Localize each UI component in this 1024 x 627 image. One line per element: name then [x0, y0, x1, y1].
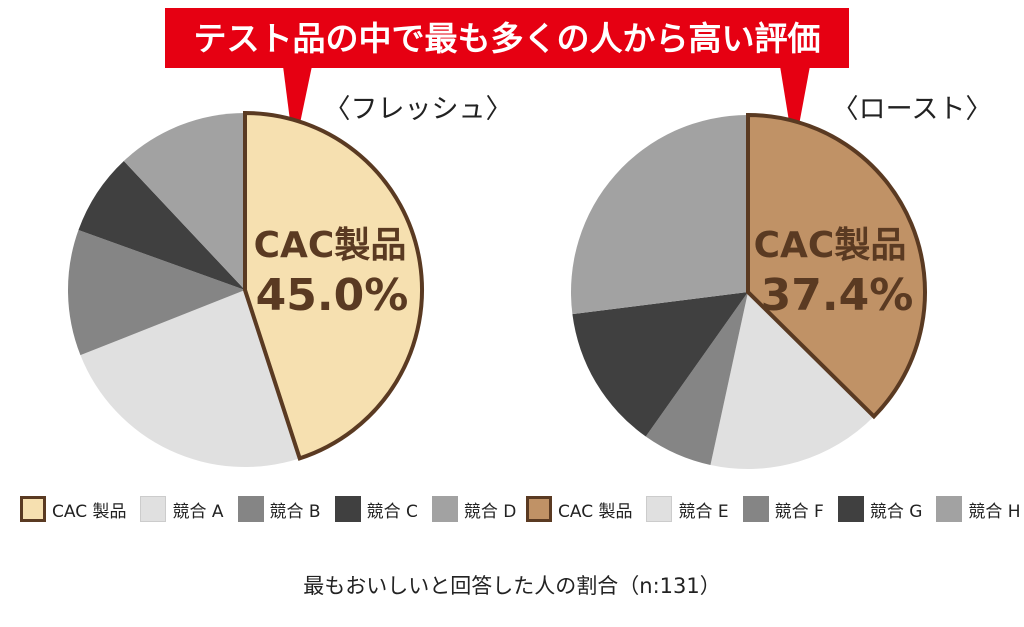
pie-slice-0-3 [78, 160, 246, 290]
pie-roast [571, 112, 927, 470]
legend-item: 競合 F [742, 496, 824, 522]
legend-item: 競合 G [837, 496, 923, 522]
fresh-highlight-label: CAC製品 [254, 225, 407, 266]
legend-swatch [526, 496, 552, 522]
legend-item: CAC 製品 [20, 496, 126, 522]
legend-item: 競合 E [646, 496, 729, 522]
legend-label: 競合 H [968, 501, 1021, 522]
legend-swatch [431, 496, 458, 522]
pie-slice-0-0 [243, 110, 424, 461]
banner-text: テスト品の中で最も多くの人から高い評価 [194, 19, 821, 58]
legend-label: CAC 製品 [558, 501, 633, 522]
pie-slice-0-2 [67, 230, 246, 356]
legend-item: 競合 C [334, 496, 418, 522]
pie-slice-0-1 [80, 290, 300, 468]
legend-fresh: CAC 製品 競合 A 競合 B 競合 C 競合 D [20, 496, 530, 522]
legend-item: 競合 D [431, 496, 517, 522]
legend-item: 競合 A [140, 496, 224, 522]
legend-swatch [742, 496, 769, 522]
pie-slice-1-0 [746, 112, 927, 420]
fresh-highlight-value: 45.0% [256, 270, 409, 321]
pie-slice-1-1 [710, 292, 874, 470]
legend-swatch [837, 496, 864, 522]
legend-label: CAC 製品 [52, 501, 127, 522]
legend-label: 競合 A [172, 501, 224, 522]
roast-highlight-label: CAC製品 [754, 225, 907, 266]
pie-charts: 〈フレッシュ〉 〈ロースト〉 CAC製品 45.0% CAC製品 37.4% [67, 94, 993, 470]
roast-highlight-value: 37.4% [761, 270, 914, 321]
pie-slice-1-3 [572, 292, 748, 437]
chart-title-fresh: 〈フレッシュ〉 [324, 94, 513, 125]
legend-label: 競合 F [774, 501, 824, 522]
legend-label: 競合 G [869, 501, 923, 522]
legend-swatch [334, 496, 361, 522]
headline-banner: テスト品の中で最も多くの人から高い評価 [165, 8, 849, 152]
footnote: 最もおいしいと回答した人の割合（n:131） [303, 574, 721, 598]
pie-slice-1-4 [571, 115, 748, 315]
banner-pointer-right [780, 66, 810, 152]
legend-swatch [140, 496, 167, 522]
legend-swatch [237, 496, 264, 522]
legend-item: CAC 製品 [526, 496, 632, 522]
legend-swatch [646, 496, 673, 522]
legend-label: 競合 B [269, 501, 321, 522]
legend-label: 競合 E [678, 501, 729, 522]
legend-roast: CAC 製品 競合 E 競合 F 競合 G 競合 H [526, 496, 1024, 522]
legend-label: 競合 D [463, 501, 517, 522]
pie-slice-0-4 [123, 113, 245, 290]
banner-box [165, 8, 849, 68]
banner-pointer-left [283, 66, 312, 152]
legend-item: 競合 H [936, 496, 1021, 522]
legend-item: 競合 B [237, 496, 321, 522]
pie-slice-1-2 [645, 292, 748, 465]
chart-title-roast: 〈ロースト〉 [832, 94, 993, 125]
legend-swatch [936, 496, 963, 522]
pie-fresh [67, 110, 424, 468]
legend-swatch [20, 496, 46, 522]
legend-label: 競合 C [366, 501, 418, 522]
